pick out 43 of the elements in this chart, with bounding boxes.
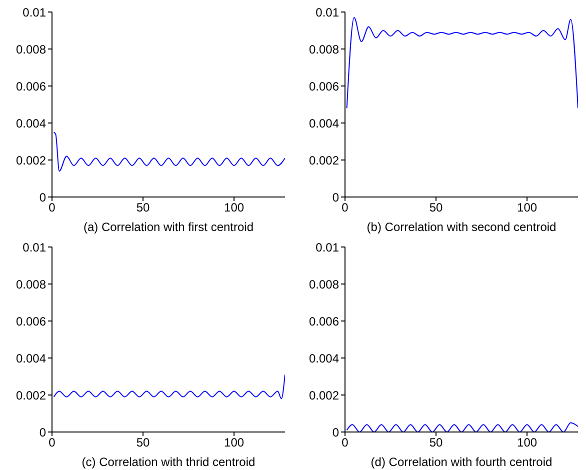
y-tick-label: 0.006 (16, 79, 46, 94)
y-tick-label: 0 (332, 190, 340, 204)
y-tick-label: 0 (332, 425, 340, 440)
x-axis-title: (b) Correlation with second centroid (366, 220, 556, 234)
x-axis-title: (a) Correlation with first centroid (83, 220, 254, 234)
x-axis-title: (d) Correlation with fourth centroid (370, 455, 552, 469)
y-tick-label: 0.008 (308, 42, 340, 56)
y-tick-label: 0.002 (308, 388, 340, 402)
y-tick-label: 0.008 (16, 42, 46, 56)
y-tick-label: 0.004 (16, 116, 46, 130)
y-tick-label: 0.002 (16, 153, 46, 168)
line-series (346, 17, 578, 109)
x-tick-label: 50 (136, 436, 150, 450)
y-tick-label: 0.01 (316, 5, 340, 20)
x-tick-label: 0 (342, 200, 349, 215)
y-tick-label: 0.01 (316, 240, 340, 254)
x-tick-label: 0 (342, 436, 349, 450)
y-tick-label: 0.004 (16, 351, 46, 366)
line-series (53, 374, 285, 400)
y-tick-label: 0.008 (16, 277, 46, 292)
x-tick-label: 50 (429, 436, 444, 450)
y-tick-label: 0.006 (308, 314, 340, 328)
x-tick-label: 100 (517, 200, 538, 215)
y-tick-label: 0.004 (308, 116, 340, 130)
y-tick-label: 0 (39, 190, 46, 204)
x-tick-label: 50 (429, 200, 444, 215)
x-tick-label: 100 (517, 436, 538, 450)
x-tick-label: 0 (48, 436, 56, 450)
x-tick-label: 100 (224, 436, 244, 450)
y-tick-label: 0 (39, 425, 46, 440)
x-tick-label: 100 (224, 200, 244, 215)
line-series (53, 132, 285, 172)
x-axis-title: (c) Correlation with thrid centroid (82, 455, 256, 469)
x-tick-label: 50 (136, 200, 150, 215)
y-tick-label: 0.002 (308, 153, 340, 168)
y-tick-label: 0.01 (22, 240, 46, 254)
y-tick-label: 0.004 (308, 351, 340, 366)
y-tick-label: 0.002 (16, 388, 46, 402)
x-tick-label: 0 (48, 200, 56, 215)
y-tick-label: 0.006 (16, 314, 46, 328)
y-tick-label: 0.008 (308, 277, 340, 292)
y-tick-label: 0.006 (308, 79, 340, 94)
y-tick-label: 0.01 (22, 5, 46, 20)
